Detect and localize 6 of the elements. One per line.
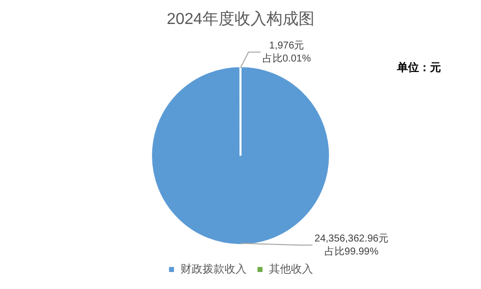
- data-label: 24,356,362.96元占比99.99%: [314, 233, 388, 258]
- legend-label: 财政拨款收入: [180, 262, 246, 276]
- data-label: 1,976元占比0.01%: [262, 40, 311, 64]
- text: 单位：元: [396, 61, 441, 74]
- legend-label: 其他收入: [269, 262, 313, 276]
- chart-title: 2024年度收入构成图: [166, 10, 314, 28]
